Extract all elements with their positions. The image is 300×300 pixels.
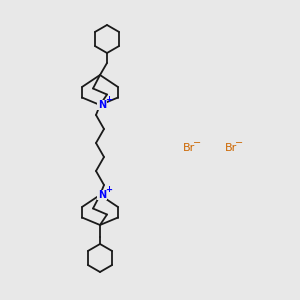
Text: +: + bbox=[106, 185, 112, 194]
Text: N: N bbox=[98, 100, 106, 110]
Text: Br: Br bbox=[183, 143, 195, 153]
Text: −: − bbox=[193, 138, 201, 148]
Text: −: − bbox=[235, 138, 243, 148]
Text: +: + bbox=[106, 95, 112, 104]
Text: Br: Br bbox=[225, 143, 237, 153]
Text: N: N bbox=[98, 190, 106, 200]
